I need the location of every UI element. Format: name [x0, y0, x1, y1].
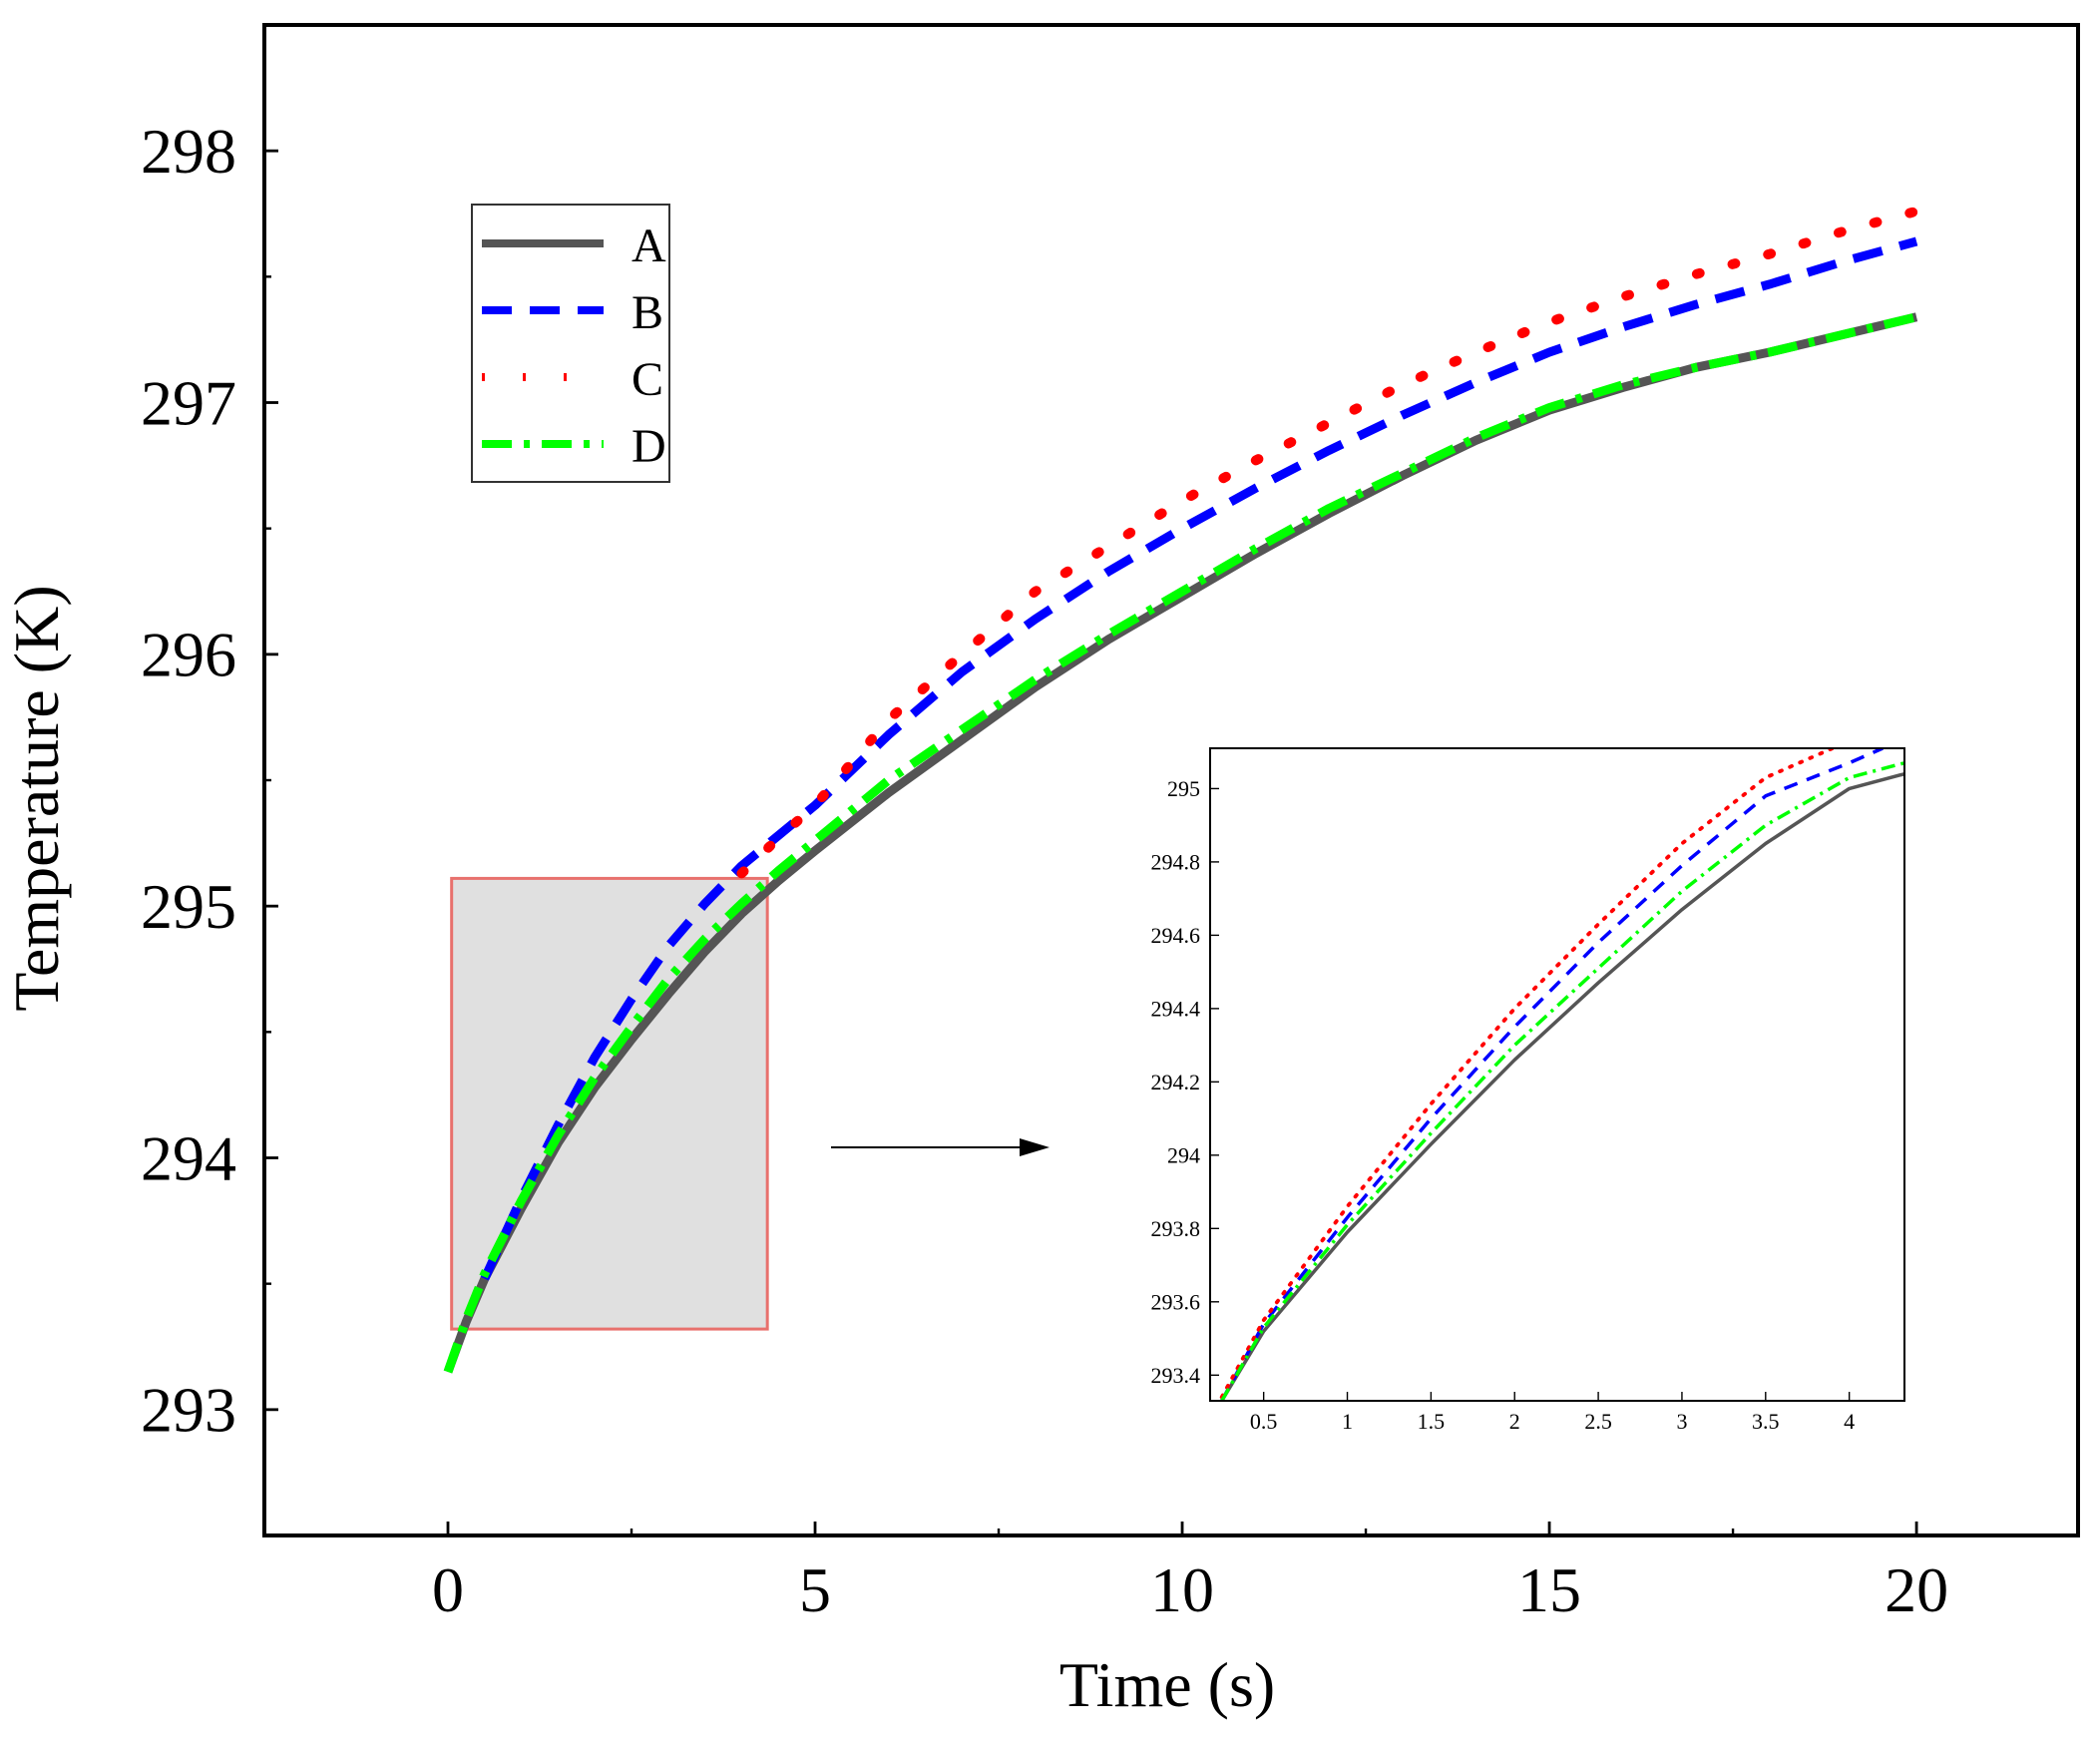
main-series-d: [443, 312, 1918, 1374]
legend-label-a: A: [631, 219, 666, 272]
legend-label-d: D: [631, 420, 666, 473]
main-series-group: [443, 206, 1922, 1374]
inset-plot: 0.5 1 1.5 2 2.5 3 3.5 4 293.4 293.6 293.8 294 294.2 2…: [1151, 747, 1905, 1434]
inset-series-d: [1220, 761, 1904, 1401]
main-plot: 0 5 10 15 20 293 294 295 296 297 298: [141, 23, 2080, 1625]
inset-x-tick-label: 0.5: [1250, 1409, 1278, 1434]
inset-y-tick-label: 294: [1167, 1142, 1200, 1167]
zoom-arrow: [831, 1138, 1050, 1156]
inset-x-tick-label: 1: [1342, 1409, 1353, 1434]
zoom-region-box: [450, 876, 769, 1331]
main-y-tick-label: 293: [141, 1375, 236, 1446]
inset-series-c: [1219, 748, 1835, 1400]
inset-y-tick-label: 293.8: [1151, 1216, 1201, 1241]
main-y-tick-label: 296: [141, 620, 236, 690]
inset-series-b: [1220, 748, 1884, 1401]
legend-box: [471, 204, 670, 483]
legend: A B C D: [471, 204, 670, 483]
legend-label-b: B: [631, 286, 663, 339]
inset-y-tick-label: 293.6: [1151, 1289, 1201, 1314]
main-y-tick-label: 298: [141, 116, 236, 187]
main-x-tick-label: 10: [1150, 1554, 1214, 1625]
inset-frame: [1209, 747, 1905, 1402]
inset-x-tick-label: 3: [1676, 1409, 1687, 1434]
main-series-c: [736, 206, 1922, 879]
main-y-tick-label: 295: [141, 871, 236, 942]
inset-x-tick-label: 1.5: [1418, 1409, 1446, 1434]
inset-x-tick-label: 4: [1844, 1409, 1855, 1434]
inset-x-tick-label: 2.5: [1584, 1409, 1612, 1434]
inset-y-tick-label: 294.4: [1151, 996, 1201, 1021]
inset-y-tick-label: 294.8: [1151, 849, 1201, 874]
inset-series-a: [1220, 772, 1904, 1401]
x-axis-label: Time (s): [1059, 1649, 1275, 1720]
inset-x-tick-label: 2: [1509, 1409, 1520, 1434]
inset-x-tick-label: 3.5: [1752, 1409, 1780, 1434]
inset-y-tick-label: 293.4: [1151, 1363, 1201, 1388]
main-x-tick-label: 15: [1517, 1554, 1581, 1625]
main-x-tick-label: 20: [1885, 1554, 1948, 1625]
main-x-tick-label: 5: [799, 1554, 831, 1625]
y-axis-label: Temperature (K): [1, 585, 72, 1011]
inset-y-tick-label: 294.2: [1151, 1070, 1201, 1094]
main-series-b: [480, 236, 1918, 1281]
main-y-tick-label: 297: [141, 367, 236, 438]
inset-series-group: [1219, 748, 1904, 1401]
legend-label-c: C: [631, 353, 663, 406]
main-x-tick-label: 0: [432, 1554, 464, 1625]
main-y-tick-label: 294: [141, 1122, 236, 1193]
inset-y-tick-label: 294.6: [1151, 923, 1201, 948]
inset-y-tick-label: 295: [1167, 776, 1200, 801]
